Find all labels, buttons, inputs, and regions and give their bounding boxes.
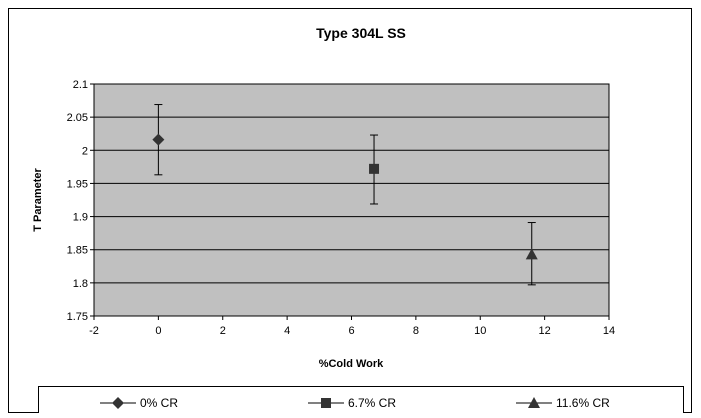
x-tick-label: 2 [220,325,226,337]
data-points [152,133,538,260]
x-tick-label: 6 [348,325,354,337]
y-tick-label: 2 [82,145,88,157]
data-point [525,248,538,260]
x-tick-label: 0 [155,325,161,337]
y-tick-label: 1.8 [73,278,88,290]
x-tick-label: 4 [284,325,290,337]
y-tick-label: 1.75 [67,311,88,323]
legend: 0% CR 6.7% CR 11.6% CR [100,396,610,410]
y-tick-labels: 1.75 1.8 1.85 1.9 1.95 2 2.05 2.1 [67,79,88,323]
x-tick-label: 10 [474,325,486,337]
gridlines [90,83,609,317]
x-axis-label: %Cold Work [319,358,384,370]
plot-area [93,83,610,317]
legend-marker [112,397,124,409]
legend-marker [528,397,540,408]
legend-box [38,386,684,417]
x-tick-label: 8 [413,325,419,337]
y-tick-label: 1.9 [73,212,88,224]
x-tick-label: -2 [89,325,99,337]
y-tick-label: 1.95 [67,178,88,190]
x-tick-marks [93,316,610,320]
y-tick-label: 2.1 [73,79,88,91]
data-point [369,163,380,174]
data-point [152,133,165,146]
legend-marker [321,398,331,408]
x-tick-label: 14 [603,325,615,337]
y-axis-label: T Parameter [32,167,44,231]
x-tick-labels: -2 0 2 4 6 8 10 12 14 [89,325,615,337]
legend-label: 6.7% CR [348,396,396,410]
x-tick-label: 12 [539,325,551,337]
legend-label: 0% CR [140,396,178,410]
y-tick-label: 1.85 [67,245,88,257]
y-tick-label: 2.05 [67,112,88,124]
legend-label: 11.6% CR [556,396,610,410]
chart-title: Type 304L SS [316,25,406,41]
